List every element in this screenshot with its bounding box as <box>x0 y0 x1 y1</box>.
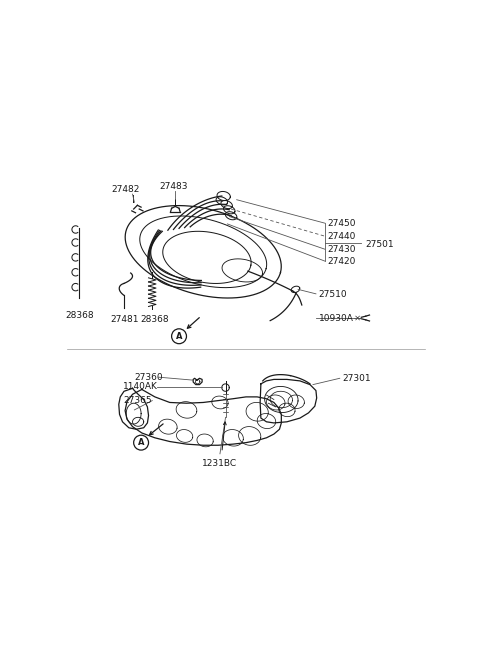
Text: 1231BC: 1231BC <box>203 459 238 468</box>
Text: 27420: 27420 <box>328 258 356 266</box>
Text: 28368: 28368 <box>65 311 94 321</box>
Text: 27481: 27481 <box>111 315 139 324</box>
Text: 27483: 27483 <box>159 182 188 191</box>
Text: 27430: 27430 <box>328 246 356 254</box>
Text: 27301: 27301 <box>343 374 372 383</box>
Text: A: A <box>138 438 144 447</box>
Text: A: A <box>176 332 182 341</box>
Text: 27440: 27440 <box>328 233 356 241</box>
Text: 27450: 27450 <box>328 219 356 229</box>
Text: 27482: 27482 <box>111 185 139 194</box>
Text: 27501: 27501 <box>365 240 394 249</box>
Text: 27360: 27360 <box>134 373 163 382</box>
Text: 28368: 28368 <box>141 315 169 324</box>
Text: 1140AK: 1140AK <box>123 382 158 392</box>
Text: 27365: 27365 <box>123 396 152 405</box>
Text: 10930A: 10930A <box>319 314 353 323</box>
Text: 27510: 27510 <box>319 290 347 299</box>
